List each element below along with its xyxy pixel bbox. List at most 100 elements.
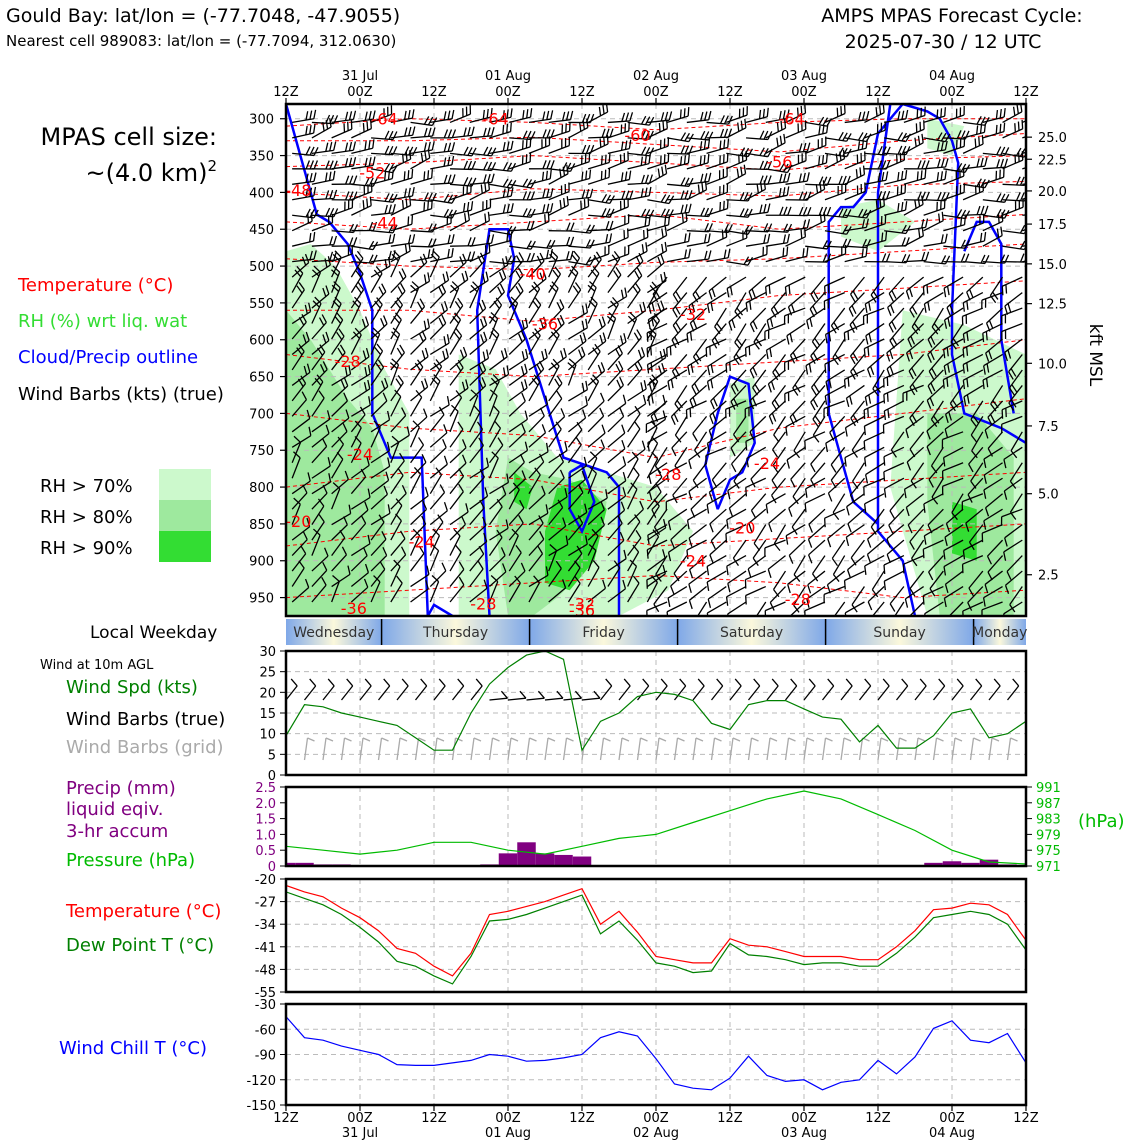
barb-feather <box>470 389 479 397</box>
barb-feather <box>585 380 589 390</box>
barb-feather <box>413 466 421 475</box>
pressure-tick-label: 400 <box>249 186 274 201</box>
xs-wind-barb <box>568 346 586 371</box>
barb-staff <box>588 241 610 247</box>
barb-feather <box>927 385 933 395</box>
barb-staff <box>469 135 492 139</box>
xs-wind-barb <box>962 539 984 560</box>
barb-feather <box>660 112 665 122</box>
xs-wind-barb <box>1003 539 1023 561</box>
barb-feather <box>481 299 487 309</box>
barb-feather <box>609 220 614 230</box>
barb-feather <box>940 255 947 264</box>
xs-wind-barb <box>927 338 944 363</box>
xs-wind-barb <box>331 529 346 556</box>
barb-feather <box>667 521 672 531</box>
barb-feather <box>666 119 668 129</box>
barb-staff <box>647 431 668 444</box>
barb-feather <box>605 128 610 138</box>
barb-feather <box>907 338 913 348</box>
barb-feather <box>571 265 579 274</box>
barb-feather <box>684 177 690 187</box>
weekday-name: Thursday <box>422 625 488 641</box>
xs-wind-barb <box>707 585 727 609</box>
barb-feather <box>399 344 405 353</box>
barb-feather <box>601 424 606 434</box>
xs-wind-barb <box>843 369 865 389</box>
xs-wind-barb <box>509 108 533 124</box>
barb-feather <box>962 364 965 374</box>
barb-staff <box>488 304 503 324</box>
xs-wind-barb <box>944 570 964 594</box>
xs-wind-barb <box>887 292 905 317</box>
xs-wind-barb <box>390 467 404 495</box>
barb-feather <box>644 174 649 184</box>
barb-staff <box>291 457 301 479</box>
barb-staff <box>982 322 1003 334</box>
barb-feather <box>681 213 684 223</box>
barb-feather <box>985 331 988 341</box>
xs-wind-barb <box>844 110 870 124</box>
xs-wind-barb <box>528 136 551 154</box>
barb-staff <box>828 477 846 494</box>
barb-feather <box>670 379 674 389</box>
xs-wind-barb <box>311 547 329 572</box>
xs-wind-barb <box>449 390 463 417</box>
xs-wind-barb <box>469 180 491 201</box>
barb-feather <box>865 139 868 149</box>
kft-tick-label: 25.0 <box>1038 131 1067 146</box>
barb-feather <box>733 356 740 366</box>
barb-feather <box>885 253 891 263</box>
barb-feather <box>581 171 584 181</box>
xs-wind-barb <box>745 107 769 124</box>
barb-feather <box>942 457 946 467</box>
barb-feather <box>530 191 536 201</box>
barb-feather <box>710 379 714 389</box>
barb-feather <box>361 318 366 328</box>
barb-feather <box>484 245 487 255</box>
xs-wind-barb <box>528 169 552 185</box>
xs-wind-barb <box>805 153 828 170</box>
barb-staff <box>350 586 369 603</box>
barb-staff <box>673 737 679 761</box>
grid-wind-barb <box>1025 755 1026 760</box>
barb-staff <box>772 431 787 451</box>
barb-feather <box>748 291 753 301</box>
barb-feather <box>550 250 559 258</box>
barb-staff <box>429 474 443 495</box>
xs-wind-barb <box>942 369 964 389</box>
barb-feather <box>427 318 430 328</box>
barb-feather <box>1004 158 1009 168</box>
barb-feather <box>1005 284 1008 294</box>
barb-feather <box>515 544 522 554</box>
xs-wind-barb <box>370 377 389 402</box>
barb-feather <box>451 155 455 165</box>
pressure-axis: 3003504004505005506006507007508008509009… <box>249 113 286 607</box>
xs-wind-barb <box>351 364 371 386</box>
xs-wind-barb <box>389 358 400 386</box>
xs-wind-barb <box>567 484 584 510</box>
xs-wind-barb <box>410 565 430 588</box>
barb-staff <box>785 524 806 537</box>
xs-wind-barb <box>370 169 394 185</box>
barb-feather <box>996 159 1001 169</box>
barb-staff <box>331 512 351 526</box>
barb-feather <box>453 528 461 537</box>
barb-staff <box>322 685 335 701</box>
xs-wind-barb <box>706 555 727 576</box>
xs-wind-barb <box>845 524 865 547</box>
barb-feather <box>762 108 766 118</box>
xs-wind-barb <box>863 415 885 436</box>
barb-staff <box>830 307 846 326</box>
xs-wind-barb <box>1002 119 1024 139</box>
xs-wind-barb <box>291 302 312 325</box>
barb-staff <box>968 524 984 543</box>
barb-staff <box>773 570 787 590</box>
temperature-contour <box>286 280 1026 322</box>
barb-feather <box>362 547 368 556</box>
barb-feather <box>325 424 330 434</box>
barb-feather <box>362 122 365 133</box>
barb-staff <box>811 369 826 388</box>
barb-staff <box>581 737 586 761</box>
barb-feather <box>574 560 581 569</box>
